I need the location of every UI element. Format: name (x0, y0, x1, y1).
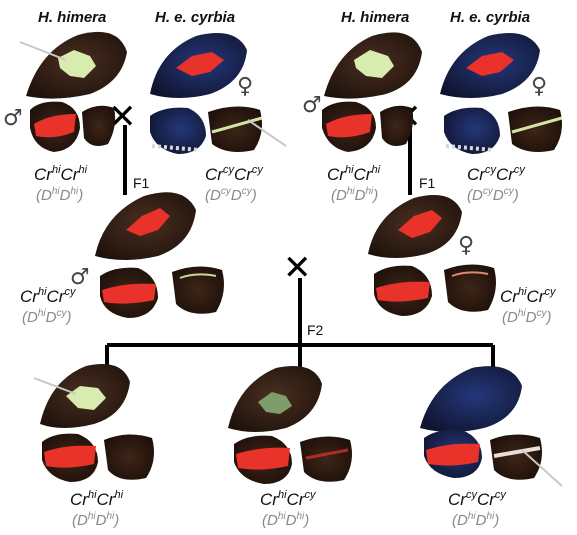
butterfly-f2-left (33, 364, 154, 482)
male-symbol-parent-left: ♂ (3, 106, 23, 131)
genotype-parent-right-female: CrcyCrcy (DcyDcy) (467, 164, 526, 204)
female-symbol-parent-right: ♀ (531, 74, 547, 99)
genotype-f1-female: CrhiCrcy (DhiDcy) (500, 286, 557, 326)
genotype-parent-right-male: CrhiCrhi (DhiDhi) (327, 164, 381, 204)
svg-text:(DhiDhi): (DhiDhi) (331, 186, 378, 204)
svg-text:(DhiDhi): (DhiDhi) (262, 511, 309, 529)
genotype-parent-left-female: CrcyCrcy (DcyDcy) (205, 164, 264, 204)
genotype-f2-left: CrhiCrhi (DhiDhi) (70, 489, 124, 529)
butterfly-f1-female (368, 195, 496, 316)
header-cyrbia-left: H. e. cyrbia (155, 9, 235, 26)
male-symbol-f1: ♂ (70, 265, 90, 290)
svg-text:CrhiCrhi: CrhiCrhi (327, 164, 381, 184)
svg-text:CrhiCrcy: CrhiCrcy (20, 286, 77, 306)
generation-label-f1-left: F1 (133, 175, 150, 191)
genotype-f2-right: CrcyCrcy (DhiDhi) (448, 489, 507, 529)
svg-text:CrcyCrcy: CrcyCrcy (205, 164, 264, 184)
female-symbol-f1: ♀ (458, 233, 474, 258)
svg-text:CrhiCrhi: CrhiCrhi (70, 489, 124, 509)
svg-text:(DhiDcy): (DhiDcy) (22, 308, 71, 326)
butterfly-f2-middle (228, 366, 352, 484)
butterfly-cyrbia-female-left (150, 33, 287, 154)
svg-text:(DhiDhi): (DhiDhi) (36, 186, 83, 204)
svg-text:(DcyDcy): (DcyDcy) (467, 186, 519, 204)
svg-text:CrhiCrcy: CrhiCrcy (260, 489, 317, 509)
header-himera-right: H. himera (341, 9, 409, 26)
svg-text:CrcyCrcy: CrcyCrcy (467, 164, 526, 184)
svg-text:(DhiDhi): (DhiDhi) (72, 511, 119, 529)
butterfly-himera-male-left (19, 31, 127, 152)
genotype-f2-middle: CrhiCrcy (DhiDhi) (260, 489, 317, 529)
male-symbol-parent-right: ♂ (302, 93, 322, 118)
generation-label-f1-right: F1 (419, 175, 436, 191)
genotype-f1-male: CrhiCrcy (DhiDcy) (20, 286, 77, 326)
header-himera-left: H. himera (38, 9, 106, 26)
svg-text:(DhiDhi): (DhiDhi) (452, 511, 499, 529)
svg-text:CrhiCrhi: CrhiCrhi (34, 164, 88, 184)
generation-label-f2: F2 (307, 322, 324, 338)
genotype-parent-left-male: CrhiCrhi (DhiDhi) (34, 164, 88, 204)
connector-lines (105, 125, 495, 372)
svg-text:(DhiDcy): (DhiDcy) (502, 308, 551, 326)
butterfly-himera-male-right (322, 32, 422, 152)
butterfly-f1-male (95, 192, 224, 318)
butterfly-cyrbia-female-right (440, 33, 563, 154)
svg-text:(DcyDcy): (DcyDcy) (205, 186, 257, 204)
svg-text:CrcyCrcy: CrcyCrcy (448, 489, 507, 509)
female-symbol-parent-left: ♀ (237, 74, 253, 99)
header-cyrbia-right: H. e. cyrbia (450, 9, 530, 26)
svg-text:CrhiCrcy: CrhiCrcy (500, 286, 557, 306)
cross-symbol-f1: ✕ (283, 248, 312, 288)
butterfly-f2-right (420, 366, 563, 487)
